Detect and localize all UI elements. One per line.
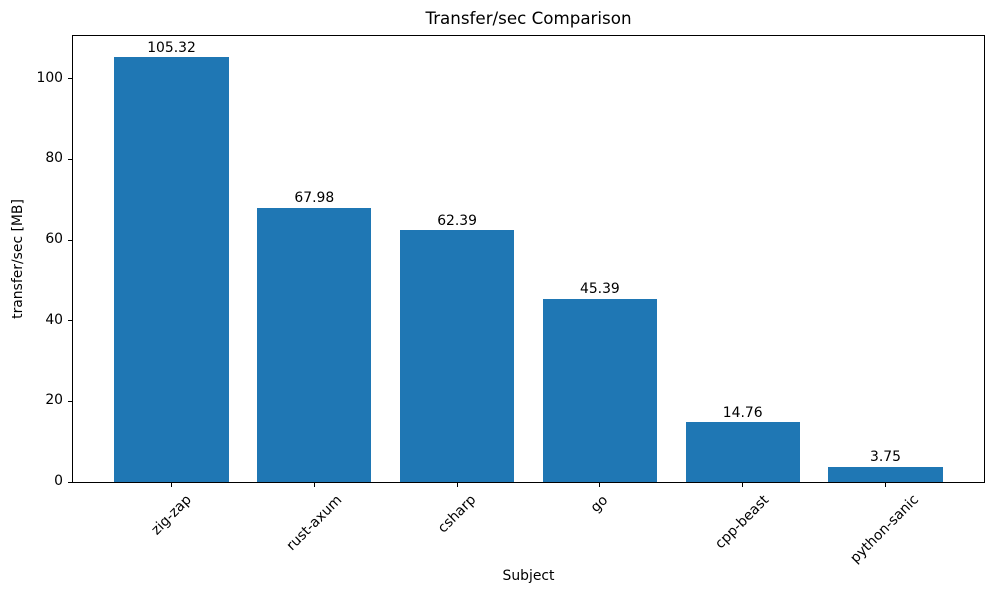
bar xyxy=(114,57,229,482)
y-tick-mark xyxy=(68,78,73,80)
y-tick-mark xyxy=(68,239,73,241)
y-axis-label-text: transfer/sec [MB] xyxy=(10,199,27,319)
x-tick-label: rust-axum xyxy=(283,491,346,554)
y-tick-mark xyxy=(68,158,73,160)
y-tick-label: 40 xyxy=(45,311,63,328)
chart-title: Transfer/sec Comparison xyxy=(425,8,632,28)
y-axis-label: transfer/sec [MB] xyxy=(0,35,36,483)
x-tick-label: go xyxy=(588,491,612,516)
bar-value-label: 67.98 xyxy=(294,190,335,207)
y-tick-label: 100 xyxy=(36,69,63,86)
x-tick-label: zig-zap xyxy=(147,492,195,539)
y-tick-mark xyxy=(68,481,73,483)
bar xyxy=(828,466,943,482)
x-axis-label: Subject xyxy=(502,568,555,584)
bar-value-label: 3.75 xyxy=(870,449,901,466)
bar xyxy=(257,207,372,482)
x-tick-label: csharp xyxy=(434,492,479,537)
bar-value-label: 62.39 xyxy=(437,212,477,229)
x-tick-mark xyxy=(171,482,173,487)
bar-value-label: 45.39 xyxy=(580,281,620,298)
y-tick-mark xyxy=(68,320,73,322)
plot-area: 0 20 40 60 80 100 105.32 zig-zap 67.98 rust-axum 6… xyxy=(36,35,985,567)
x-tick-label: cpp-beast xyxy=(712,492,773,553)
x-tick-mark xyxy=(313,482,315,487)
y-tick-mark xyxy=(68,400,73,402)
y-tick-label: 0 xyxy=(54,473,63,490)
y-tick-label: 80 xyxy=(45,150,63,167)
bar xyxy=(685,422,800,482)
bar-value-label: 14.76 xyxy=(722,404,763,421)
x-tick-label: python-sanic xyxy=(847,492,923,567)
bar xyxy=(399,230,515,482)
bar-value-label: 105.32 xyxy=(147,39,196,56)
x-tick-mark xyxy=(884,482,886,487)
x-tick-mark xyxy=(456,482,458,487)
y-tick-label: 20 xyxy=(45,392,63,409)
bar xyxy=(542,298,657,482)
x-tick-mark xyxy=(742,482,744,487)
y-tick-label: 60 xyxy=(45,231,63,248)
x-tick-mark xyxy=(599,482,601,487)
